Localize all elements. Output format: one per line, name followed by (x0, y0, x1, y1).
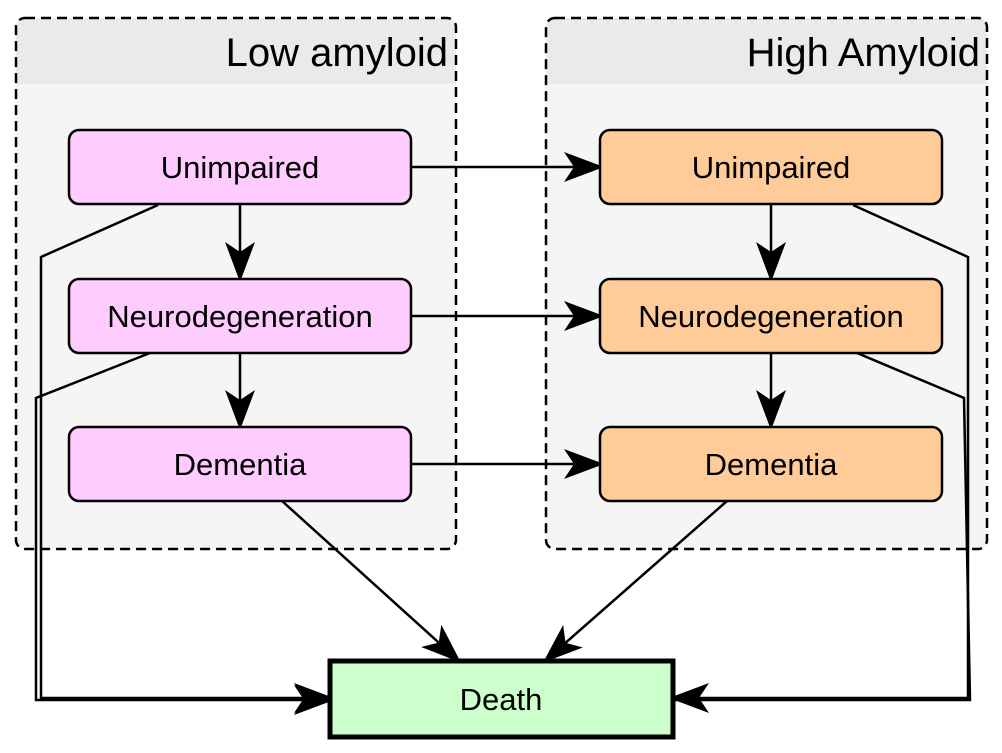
node-high-neurodegeneration-label: Neurodegeneration (638, 299, 903, 334)
node-low-neurodegeneration-box (67, 277, 413, 355)
edge-high-neurodegeneration-to-death (673, 351, 972, 702)
node-low-neurodegeneration-label: Neurodegeneration (107, 299, 372, 334)
edge-low-neurodegeneration-to-death (34, 351, 334, 715)
node-high-unimpaired[interactable]: Unimpaired (598, 128, 944, 206)
edge-low-dementia-to-death (281, 500, 461, 663)
node-low-dementia[interactable]: Dementia (67, 425, 413, 503)
group-low-amyloid-title: Low amyloid (226, 31, 448, 75)
node-high-neurodegeneration-box (598, 277, 944, 355)
node-low-dementia-label: Dementia (174, 447, 307, 482)
edge-low-unimpaired-to-death (39, 203, 334, 713)
group-high-amyloid-header (546, 18, 987, 84)
group-low-amyloid-border (14, 16, 458, 551)
node-low-unimpaired[interactable]: Unimpaired (67, 128, 413, 206)
group-high-amyloid-border (544, 16, 989, 551)
group-low-amyloid-header (16, 18, 456, 84)
node-high-dementia-label: Dementia (705, 447, 838, 482)
node-high-dementia[interactable]: Dementia (598, 425, 944, 503)
node-low-unimpaired-label: Unimpaired (161, 150, 320, 185)
edge-high-dementia-to-death (542, 500, 728, 663)
edges (34, 152, 972, 715)
node-high-dementia-box (598, 425, 944, 503)
node-death-label: Death (460, 682, 543, 717)
node-low-unimpaired-box (67, 128, 413, 206)
group-high-amyloid-title: High Amyloid (747, 31, 980, 75)
edge-high-unimpaired-to-death (669, 203, 970, 713)
node-low-neurodegeneration[interactable]: Neurodegeneration (67, 277, 413, 355)
node-low-dementia-box (67, 425, 413, 503)
node-high-unimpaired-box (598, 128, 944, 206)
node-high-unimpaired-label: Unimpaired (692, 150, 851, 185)
node-death-box (327, 658, 676, 740)
node-high-neurodegeneration[interactable]: Neurodegeneration (598, 277, 944, 355)
node-death[interactable]: Death (327, 658, 676, 740)
